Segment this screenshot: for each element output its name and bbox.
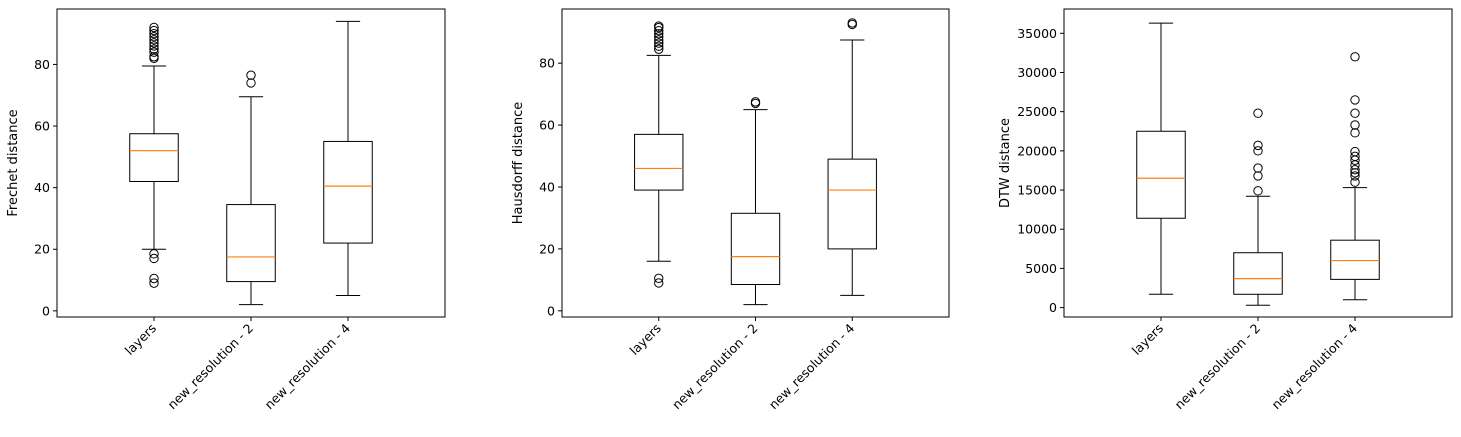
dtw-y-tick-label: 5000: [1025, 261, 1057, 276]
dtw-box-new-resolution-4: [1330, 52, 1380, 301]
hausdorff-outlier-new-resolution-2-1: [750, 97, 761, 107]
dtw-outlier-new-resolution-4-12: [1350, 52, 1360, 62]
frechet-x-tick-label: new_resolution - 2: [165, 321, 257, 413]
dtw-box-plot-panel: 0 5000 10000 15000 20000 25000 30000 35000 layer…: [998, 8, 1453, 413]
frechet-box-new-resolution-2: [226, 70, 276, 306]
dtw-outlier-new-resolution-4-7: [1350, 146, 1360, 157]
frechet-x-tick-label: new_resolution - 4: [262, 320, 354, 412]
frechet-box-plot-panel: 0 20 40 60 80 layers new_resolution - 2 new_res…: [6, 8, 446, 413]
frechet-outlier-layers-3: [149, 44, 159, 54]
frechet-box-layers: [129, 22, 179, 288]
frechet-outlier-layers-8: [149, 28, 159, 39]
hausdorff-box-layers: [634, 21, 684, 288]
frechet-y-tick-label: 20: [34, 242, 50, 257]
frechet-outlier-layers-2: [149, 47, 159, 57]
dtw-outlier-new-resolution-4-1: [1350, 171, 1360, 181]
frechet-outlier-layers-9: [149, 25, 159, 36]
dtw-y-tick-label: 15000: [1017, 183, 1057, 198]
frechet-outlier-layers-1: [149, 52, 159, 62]
dtw-outlier-new-resolution-2-2: [1253, 163, 1263, 173]
dtw-x-tick-label: layers: [1129, 321, 1166, 358]
dtw-iqr-box-new-resolution-2: [1233, 252, 1283, 295]
hausdorff-y-tick-label: 40: [539, 179, 555, 194]
dtw-outlier-new-resolution-2-0: [1253, 186, 1263, 196]
dtw-y-tick-label: 25000: [1017, 104, 1057, 119]
dtw-outlier-new-resolution-4-3: [1350, 164, 1360, 175]
frechet-y-tick-label: 40: [34, 180, 50, 195]
dtw-box-new-resolution-2: [1233, 108, 1283, 306]
dtw-outlier-new-resolution-2-3: [1253, 146, 1263, 156]
hausdorff-box-new-resolution-2: [730, 97, 781, 306]
dtw-outlier-new-resolution-4-6: [1350, 151, 1360, 162]
hausdorff-outlier-layers-0: [654, 44, 664, 54]
hausdorff-outlier-layers-2: [654, 38, 664, 48]
frechet-outlier-layers-4: [149, 41, 159, 51]
hausdorff-outlier-layers-6: [654, 25, 664, 36]
frechet-y-tick-label: 80: [34, 57, 50, 72]
dtw-y-tick-label: 30000: [1017, 65, 1057, 80]
frechet-y-axis-label: Frechet distance: [6, 109, 21, 216]
frechet-x-tick-label: layers: [122, 321, 159, 358]
dtw-y-tick-label: 20000: [1017, 143, 1057, 158]
hausdorff-y-tick-label: 60: [539, 118, 555, 133]
dtw-outlier-new-resolution-4-8: [1350, 128, 1360, 138]
hausdorff-outlier-layers-3: [654, 35, 664, 45]
frechet-outlier-layers-11: [149, 253, 159, 264]
frechet-outlier-layers-7: [149, 32, 159, 42]
frechet-outlier-layers-14: [149, 273, 159, 284]
dtw-y-tick-label: 35000: [1017, 26, 1057, 41]
frechet-outlier-layers-13: [149, 278, 159, 288]
hausdorff-outlier-layers-9: [654, 278, 664, 288]
hausdorff-x-tick-label: layers: [626, 321, 663, 358]
hausdorff-outlier-layers-10: [654, 273, 664, 284]
hausdorff-x-tick-label: new_resolution - 2: [669, 321, 761, 413]
hausdorff-y-axis-label: Hausdorff distance: [511, 102, 526, 224]
dtw-y-tick-label: 10000: [1017, 222, 1057, 237]
frechet-outlier-layers-6: [149, 35, 159, 45]
dtw-box-layers: [1136, 22, 1186, 295]
dtw-iqr-box-layers: [1136, 130, 1186, 219]
dtw-outlier-new-resolution-4-4: [1350, 160, 1360, 170]
frechet-y-tick-label: 60: [34, 119, 50, 134]
hausdorff-y-tick-label: 0: [547, 303, 555, 318]
dtw-x-tick-label: new_resolution - 2: [1172, 321, 1264, 413]
dtw-outlier-new-resolution-4-0: [1350, 177, 1360, 187]
hausdorff-iqr-box-layers: [634, 133, 684, 191]
dtw-x-tick-label: new_resolution - 4: [1269, 320, 1361, 412]
hausdorff-outlier-layers-8: [654, 21, 664, 31]
dtw-axes-frame: [1063, 8, 1453, 318]
frechet-iqr-box-layers: [129, 133, 179, 182]
hausdorff-x-tick-label: new_resolution - 4: [766, 320, 858, 412]
dtw-outlier-new-resolution-2-1: [1253, 171, 1263, 181]
dtw-iqr-box-new-resolution-4: [1330, 239, 1380, 280]
frechet-outlier-layers-5: [149, 38, 159, 48]
frechet-y-tick-label: 0: [42, 303, 50, 318]
frechet-outlier-layers-12: [149, 249, 159, 259]
dtw-outlier-new-resolution-2-5: [1253, 108, 1263, 118]
hausdorff-box-new-resolution-4: [827, 18, 877, 296]
frechet-iqr-box-new-resolution-2: [226, 204, 276, 283]
dtw-outlier-new-resolution-4-10: [1350, 108, 1360, 118]
hausdorff-y-tick-label: 20: [539, 241, 555, 256]
hausdorff-iqr-box-new-resolution-2: [730, 212, 781, 285]
dtw-outlier-new-resolution-4-2: [1350, 168, 1360, 178]
frechet-outlier-layers-10: [149, 22, 159, 33]
frechet-iqr-box-new-resolution-4: [323, 140, 373, 244]
dtw-y-axis-label: DTW distance: [998, 118, 1013, 208]
dtw-outlier-new-resolution-4-11: [1350, 95, 1360, 105]
dtw-outlier-new-resolution-2-4: [1253, 140, 1263, 151]
frechet-outlier-new-resolution-2-1: [246, 70, 256, 80]
dtw-outlier-new-resolution-4-9: [1350, 120, 1360, 130]
hausdorff-outlier-new-resolution-4-1: [847, 18, 857, 28]
frechet-box-new-resolution-4: [323, 20, 373, 296]
dtw-y-tick-label: 0: [1049, 300, 1057, 315]
hausdorff-y-tick-label: 80: [539, 56, 555, 71]
hausdorff-outlier-layers-5: [654, 29, 664, 39]
hausdorff-outlier-layers-1: [654, 41, 664, 51]
hausdorff-outlier-layers-4: [654, 32, 664, 42]
frechet-outlier-new-resolution-2-0: [246, 78, 256, 88]
hausdorff-box-plot-panel: 0 20 40 60 80 layers new_resolution - 2 new_res…: [511, 8, 950, 413]
hausdorff-iqr-box-new-resolution-4: [827, 158, 877, 250]
